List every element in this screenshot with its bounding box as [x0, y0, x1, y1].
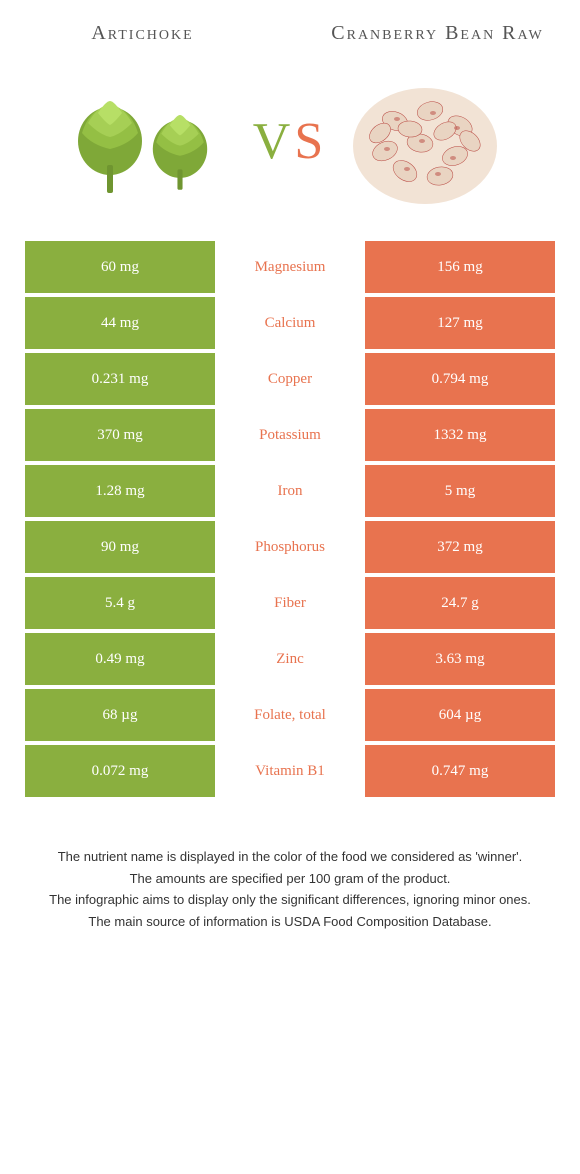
vs-s: S: [294, 113, 327, 170]
table-row: 5.4 gFiber24.7 g: [25, 577, 555, 629]
left-value-cell: 0.072 mg: [25, 745, 215, 797]
vs-v: V: [253, 113, 295, 170]
footer-line: The main source of information is USDA F…: [35, 912, 545, 932]
nutrient-name-cell: Copper: [215, 353, 365, 405]
right-value-cell: 156 mg: [365, 241, 555, 293]
nutrient-name-cell: Fiber: [215, 577, 365, 629]
table-row: 1.28 mgIron5 mg: [25, 465, 555, 517]
left-value-cell: 90 mg: [25, 521, 215, 573]
comparison-table: 60 mgMagnesium156 mg44 mgCalcium127 mg0.…: [25, 241, 555, 797]
table-row: 0.072 mgVitamin B10.747 mg: [25, 745, 555, 797]
nutrient-name-cell: Calcium: [215, 297, 365, 349]
nutrient-name-cell: Vitamin B1: [215, 745, 365, 797]
footer-notes: The nutrient name is displayed in the co…: [25, 847, 555, 931]
nutrient-name-cell: Potassium: [215, 409, 365, 461]
left-value-cell: 5.4 g: [25, 577, 215, 629]
right-value-cell: 1332 mg: [365, 409, 555, 461]
left-value-cell: 60 mg: [25, 241, 215, 293]
right-value-cell: 372 mg: [365, 521, 555, 573]
nutrient-name-cell: Magnesium: [215, 241, 365, 293]
nutrient-name-cell: Phosphorus: [215, 521, 365, 573]
cranberry-bean-image: [345, 71, 505, 211]
left-food-title: Artichoke: [25, 20, 260, 46]
table-row: 68 µgFolate, total604 µg: [25, 689, 555, 741]
left-value-cell: 0.231 mg: [25, 353, 215, 405]
right-food-title: Cranberry Bean Raw: [320, 20, 555, 46]
footer-line: The amounts are specified per 100 gram o…: [35, 869, 545, 889]
table-row: 60 mgMagnesium156 mg: [25, 241, 555, 293]
right-value-cell: 24.7 g: [365, 577, 555, 629]
table-row: 44 mgCalcium127 mg: [25, 297, 555, 349]
left-value-cell: 0.49 mg: [25, 633, 215, 685]
left-value-cell: 370 mg: [25, 409, 215, 461]
left-value-cell: 1.28 mg: [25, 465, 215, 517]
vs-label: VS: [253, 112, 327, 171]
right-value-cell: 127 mg: [365, 297, 555, 349]
right-value-cell: 604 µg: [365, 689, 555, 741]
nutrient-name-cell: Folate, total: [215, 689, 365, 741]
left-value-cell: 44 mg: [25, 297, 215, 349]
table-row: 370 mgPotassium1332 mg: [25, 409, 555, 461]
artichoke-image: [75, 71, 235, 211]
right-value-cell: 5 mg: [365, 465, 555, 517]
right-value-cell: 0.747 mg: [365, 745, 555, 797]
left-value-cell: 68 µg: [25, 689, 215, 741]
table-row: 0.49 mgZinc3.63 mg: [25, 633, 555, 685]
right-value-cell: 3.63 mg: [365, 633, 555, 685]
table-row: 0.231 mgCopper0.794 mg: [25, 353, 555, 405]
table-row: 90 mgPhosphorus372 mg: [25, 521, 555, 573]
nutrient-name-cell: Zinc: [215, 633, 365, 685]
right-value-cell: 0.794 mg: [365, 353, 555, 405]
footer-line: The nutrient name is displayed in the co…: [35, 847, 545, 867]
nutrient-name-cell: Iron: [215, 465, 365, 517]
footer-line: The infographic aims to display only the…: [35, 890, 545, 910]
